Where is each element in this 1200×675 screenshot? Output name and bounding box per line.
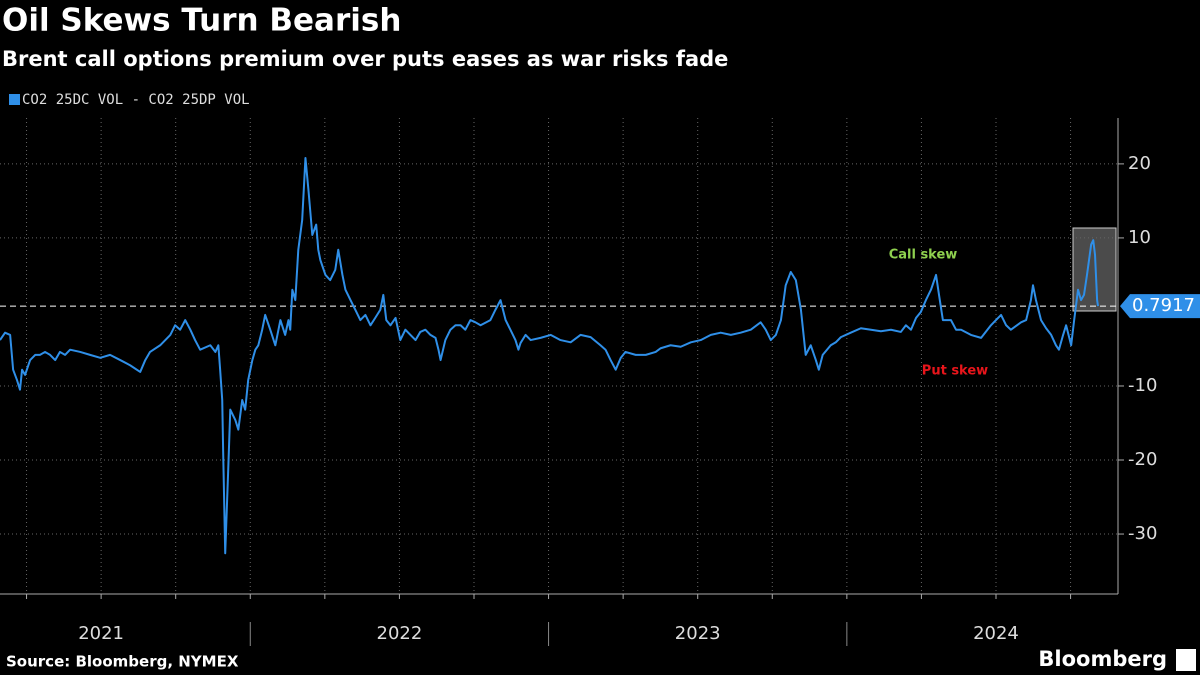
annotation: Call skew: [889, 248, 958, 263]
legend-swatch: [9, 94, 20, 105]
brand: Bloomberg: [1038, 647, 1167, 671]
x-tick-label: 2021: [78, 623, 124, 644]
data-line: [0, 156, 1099, 555]
x-tick-label: 2024: [973, 623, 1019, 644]
annotation: Put skew: [922, 364, 988, 379]
highlight-box: [1072, 227, 1117, 312]
source: Source: Bloomberg, NYMEX: [6, 653, 239, 671]
chart-subtitle: Brent call options premium over puts eas…: [2, 47, 728, 71]
plot-area: -30 -20 -10 10 20 2021 2022 2023 2024 0.7917: [0, 118, 1200, 646]
legend-label: CO2 25DC VOL - CO2 25DP VOL: [22, 92, 250, 108]
y-tick-label: 10: [1128, 227, 1151, 248]
y-tick-label: 20: [1128, 153, 1151, 174]
last-value-label: 0.7917: [1132, 295, 1195, 316]
y-tick-label: -30: [1128, 523, 1157, 544]
x-tick-label: 2022: [377, 623, 423, 644]
last-value-tag: [1120, 294, 1200, 319]
x-tick-label: 2023: [675, 623, 721, 644]
y-tick-label: -20: [1128, 449, 1157, 470]
y-tick-label: -10: [1128, 375, 1157, 396]
brand-icon: [1176, 649, 1196, 671]
chart-title: Oil Skews Turn Bearish: [2, 3, 401, 39]
